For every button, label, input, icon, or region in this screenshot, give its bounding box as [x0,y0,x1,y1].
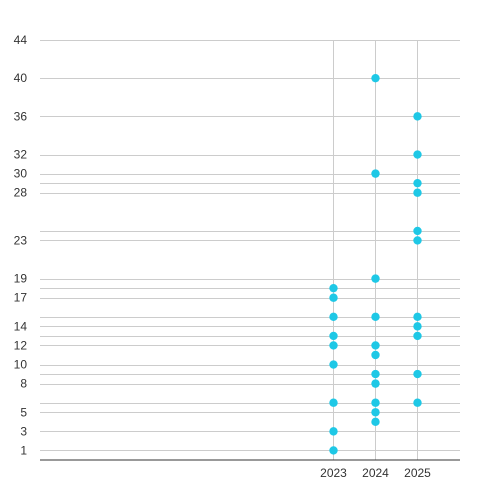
data-point [413,188,422,197]
data-point [329,283,338,293]
data-point [413,398,422,407]
data-point [413,178,422,188]
vertical-gridlines [333,40,418,460]
y-tick-label: 32 [14,148,28,162]
y-tick-label: 36 [14,109,28,123]
data-point [413,226,422,236]
data-point [413,312,422,322]
x-tick-label: 2025 [404,466,431,480]
data-point [329,360,338,369]
data-point [329,331,338,341]
data-point [371,341,380,350]
y-tick-label: 40 [14,71,28,85]
data-point [413,236,422,245]
y-tick-label: 30 [14,167,28,181]
horizontal-gridlines [40,40,460,451]
data-point [413,150,422,159]
data-points [329,73,422,455]
data-point [329,398,338,407]
data-point [371,169,380,178]
y-tick-label: 17 [14,291,28,305]
y-tick-label: 44 [14,33,28,47]
data-point [371,274,380,283]
data-point [371,417,380,427]
data-point [371,369,380,379]
data-point [371,350,380,360]
data-point [371,398,380,407]
y-tick-label: 5 [20,405,27,419]
y-tick-label: 8 [20,377,27,391]
y-tick-label: 28 [14,186,28,200]
x-tick-label: 2024 [362,466,389,480]
data-point [413,322,422,331]
data-point [413,331,422,341]
y-tick-label: 19 [14,272,28,286]
y-tick-label: 10 [14,358,28,372]
y-tick-label: 3 [20,424,27,438]
data-point [329,427,338,436]
data-point [329,312,338,322]
data-point [329,446,338,455]
data-point [329,293,338,302]
y-tick-label: 1 [20,443,27,457]
data-point [371,73,380,83]
y-tick-label: 12 [14,338,28,352]
y-axis-tick-labels: 1 3 5 8 10 12 14 17 19 23 28 30 32 36 40 44 [14,33,28,457]
y-tick-label: 23 [14,233,28,247]
data-point [413,369,422,379]
y-tick-label: 14 [14,319,28,333]
data-point [413,112,422,121]
data-point [329,341,338,350]
x-tick-label: 2023 [320,466,347,480]
x-axis-tick-labels: 2023 2024 2025 [320,466,431,480]
data-point [371,408,380,417]
data-point [371,379,380,388]
data-point [371,312,380,322]
